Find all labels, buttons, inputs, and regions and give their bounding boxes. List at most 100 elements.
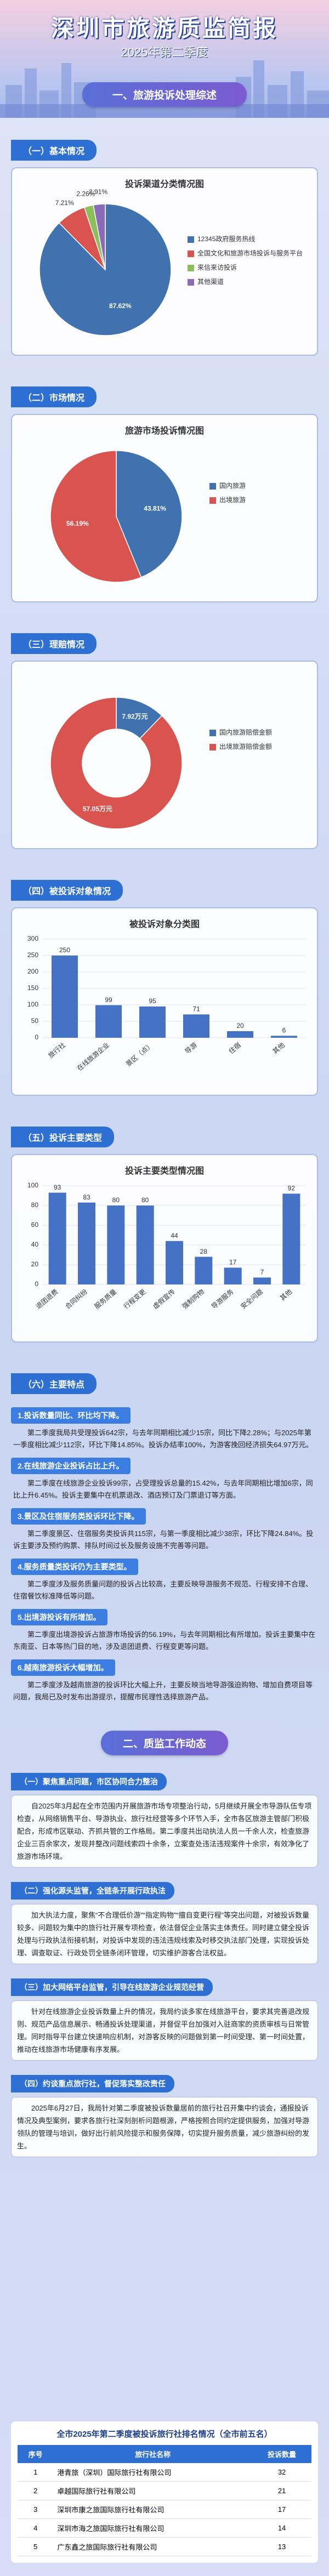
legend-label: 国内旅游 xyxy=(219,482,246,490)
x-tick-label: 其他 xyxy=(279,1288,293,1302)
bar xyxy=(95,1005,122,1038)
table-row: 1 港青旅（深圳）国际旅行社有限公司 32 xyxy=(18,2463,311,2482)
chart: 被投诉对象分类图 0 50 100 150 200 250 300 250 旅行社 99 在线旅游企业… xyxy=(27,919,306,1072)
bar xyxy=(195,1256,213,1284)
work-heading: （四）约谈重点旅行社，督促落实整改责任 xyxy=(11,2075,174,2092)
table-header: 序号 旅行社名称 投诉数量 xyxy=(18,2445,311,2463)
work-heading: （一）聚焦重点问题，市区协同合力整治 xyxy=(11,1773,167,1790)
slice-label: 2.26% xyxy=(76,190,95,198)
slice-label: 2.91% xyxy=(89,188,107,196)
feature-text: 第二季度涉及服务质量问题的投诉占比较高，主要反映导游服务不规范、行程安排不合理、… xyxy=(13,1580,313,1600)
table-cell: 卓越国际旅行社有限公司 xyxy=(53,2481,253,2500)
donut-slice xyxy=(50,697,183,829)
section-heading: （五）投诉主要类型 xyxy=(11,1127,115,1147)
bar-value-label: 83 xyxy=(83,1193,90,1201)
legend-swatch xyxy=(188,265,194,271)
y-tick-label: 150 xyxy=(27,984,38,992)
x-tick-label: 住宿 xyxy=(227,1040,242,1055)
legend-label: 全国文化和旅游市场投诉与服务平台 xyxy=(197,249,303,257)
slice-label: 56.19% xyxy=(66,520,89,527)
chart: 投诉渠道分类情况图 87.62% 7.21%2.26%2.91% 12345政府服务热… xyxy=(39,179,303,336)
x-tick-label: 安全问题 xyxy=(239,1287,264,1310)
bar xyxy=(107,1205,125,1284)
table-cell: 32 xyxy=(252,2463,311,2482)
feature-text: 第二季度在线旅游企业投诉99宗，占受理投诉总量的15.42%，与去年同期相比增加… xyxy=(13,1479,313,1499)
legend-label: 其他渠道 xyxy=(197,278,224,286)
work-heading: （二）强化源头监管，全链条开展行政执法 xyxy=(11,1882,174,1900)
x-tick-label: 旅行社 xyxy=(47,1040,67,1060)
work-box: 加大执法力度，聚焦“不合理低价游”“指定购物”“擅自变更行程”等突出问题，对被投… xyxy=(11,1904,318,1964)
feature-heading: 2.在线旅游企业投诉占比上升。 xyxy=(11,1458,131,1474)
x-tick-label: 导游 xyxy=(184,1041,198,1055)
work-box: 2025年6月27日，我局针对第二季度被投诉数量居前的旅行社召开集中约谈会，通报… xyxy=(11,2097,318,2157)
y-tick-label: 50 xyxy=(31,1017,39,1025)
table-cell: 1 xyxy=(18,2463,54,2482)
bar xyxy=(52,956,78,1038)
bar-value-label: 95 xyxy=(149,997,156,1005)
column-header: 旅行社名称 xyxy=(53,2445,253,2463)
report-title: 深圳市旅游质监简报 xyxy=(50,15,278,41)
table-cell: 17 xyxy=(252,2500,311,2519)
y-tick-label: 80 xyxy=(31,1201,39,1209)
table-cell: 21 xyxy=(252,2481,311,2500)
x-tick-label: 景区（点） xyxy=(124,1041,155,1068)
y-tick-label: 20 xyxy=(31,1260,39,1268)
y-tick-label: 60 xyxy=(31,1221,39,1229)
slice-label: 57.05万元 xyxy=(83,805,112,813)
feature-heading: 5.出境游投诉有所增加。 xyxy=(11,1609,107,1625)
work-box: 针对在线旅游企业投诉数量上升的情况，我局约谈多家在线旅游平台，要求其完善退改规则… xyxy=(11,2000,318,2061)
bar-value-label: 80 xyxy=(141,1196,149,1204)
part-two: （一）聚焦重点问题，市区协同合力整治自2025年3月起在全市范围内开展旅游市场专… xyxy=(0,1759,329,2157)
bar xyxy=(139,1006,166,1038)
y-tick-label: 100 xyxy=(27,1181,38,1189)
bar-value-label: 71 xyxy=(192,1005,200,1013)
table-title: 全市2025年第二季度被投诉旅行社排名情况（全市前五名） xyxy=(56,2430,273,2439)
chart-panel: 7.92万元 57.05万元 国内旅游赔偿金额 出境旅游赔偿金额 xyxy=(11,661,318,849)
bar xyxy=(166,1241,183,1284)
x-tick-label: 服务质量 xyxy=(93,1287,118,1310)
bar xyxy=(282,1193,300,1284)
column-header: 序号 xyxy=(18,2445,54,2463)
pie-slice xyxy=(50,450,142,583)
legend-swatch xyxy=(188,279,194,286)
bar xyxy=(253,1277,271,1284)
feature-text: 第二季度景区、住宿服务类投诉共115宗，与第一季度相比减少38宗，环比下降24.… xyxy=(13,1529,314,1550)
feature-heading: 3.景区及住宿服务类投诉环比下降。 xyxy=(11,1508,146,1525)
slice-label: 87.62% xyxy=(109,302,132,310)
legend-swatch xyxy=(188,236,194,243)
table-cell: 4 xyxy=(18,2518,54,2538)
table-cell: 13 xyxy=(252,2537,311,2556)
table: 序号 旅行社名称 投诉数量 1 港青旅（深圳）国际旅行社有限公司 32 2 卓越国际旅行社有限… xyxy=(18,2445,311,2556)
bar xyxy=(183,1014,209,1038)
pie-slice xyxy=(116,450,183,578)
chart-panel: 投诉渠道分类情况图 87.62% 7.21% 2.26% 2.91% 12345政府服务热… xyxy=(11,167,318,356)
part-banner: 二、质监工作动态 xyxy=(100,1731,228,1755)
x-tick-label: 行程变更 xyxy=(122,1287,147,1310)
bar-value-label: 99 xyxy=(105,996,112,1004)
bar xyxy=(271,1036,297,1038)
chart-panel: 投诉主要类型情况图 0 20 40 60 80 100 93 退团退费 83 合同纠纷 80 服务质量 8… xyxy=(11,1154,318,1343)
feature-heading: 1.投诉数量同比、环比均下降。 xyxy=(11,1407,131,1424)
y-tick-label: 300 xyxy=(27,935,38,942)
bar xyxy=(136,1205,154,1284)
column-header: 投诉数量 xyxy=(252,2445,311,2463)
slice-label: 7.92万元 xyxy=(122,713,148,720)
y-tick-label: 200 xyxy=(27,968,38,975)
table-cell: 5 xyxy=(18,2537,54,2556)
bar-value-label: 250 xyxy=(59,946,70,954)
x-tick-label: 合同纠纷 xyxy=(64,1287,89,1310)
legend-label: 12345政府服务热线 xyxy=(197,235,255,243)
ranking-table: 全市2025年第二季度被投诉旅行社排名情况（全市前五名） 序号 旅行社名称 投诉数量… xyxy=(11,2421,318,2563)
slice-label: 43.81% xyxy=(144,504,166,512)
section-heading: （三）理赔情况 xyxy=(11,633,97,654)
work-text: 自2025年3月起在全市范围内开展旅游市场专项整治行动，5月继续开展全市导游队伍… xyxy=(17,1802,312,1861)
x-tick-label: 其他 xyxy=(271,1041,286,1055)
table-cell: 14 xyxy=(252,2518,311,2538)
legend-swatch xyxy=(209,483,216,490)
bar xyxy=(224,1267,242,1284)
work-text: 2025年6月27日，我局针对第二季度被投诉数量居前的旅行社召开集中约谈会，通报… xyxy=(17,2104,310,2150)
x-tick-label: 在线旅游企业 xyxy=(75,1040,111,1072)
feature-heading: 6.越南旅游投诉大幅增加。 xyxy=(11,1659,115,1676)
legend-label: 出境旅游 xyxy=(219,496,246,504)
